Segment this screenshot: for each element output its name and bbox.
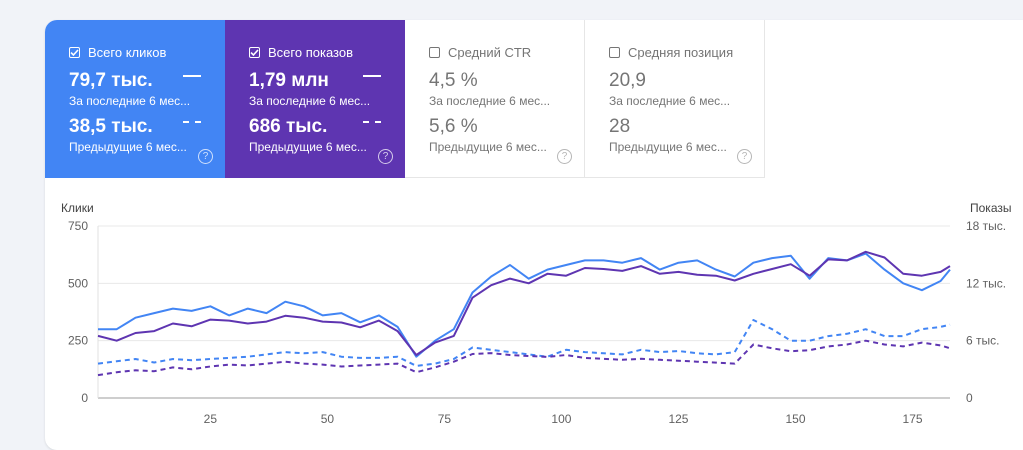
tile-total-impressions[interactable]: Всего показов 1,79 млн За последние 6 ме…	[225, 20, 405, 178]
previous-value: 686 тыс.	[249, 116, 328, 137]
help-icon[interactable]: ?	[198, 149, 213, 164]
previous-period: Предыдущие 6 мес...	[69, 140, 187, 154]
checkbox-position[interactable]	[609, 46, 620, 58]
help-icon[interactable]: ?	[378, 149, 393, 164]
dashed-legend-icon	[183, 121, 201, 123]
checkbox-ctr[interactable]	[429, 46, 440, 58]
dashed-legend-icon	[363, 121, 381, 123]
performance-card: Всего кликов 79,7 тыс. За последние 6 ме…	[45, 20, 1023, 450]
current-value: 20,9	[609, 70, 646, 91]
left-tick-label: 0	[81, 391, 88, 405]
current-value: 4,5 %	[429, 70, 478, 91]
series-line-0	[98, 252, 951, 358]
current-value: 1,79 млн	[249, 70, 329, 91]
tile-label: Всего кликов	[88, 44, 167, 60]
solid-legend-icon	[183, 75, 201, 77]
check-icon	[70, 48, 79, 56]
help-icon[interactable]: ?	[737, 149, 752, 164]
left-axis-title: Клики	[61, 201, 94, 215]
series-line-2	[97, 319, 951, 367]
right-tick-label: 6 тыс.	[966, 334, 999, 348]
series-line-1	[97, 250, 951, 356]
left-tick-label: 750	[68, 219, 88, 233]
previous-period: Предыдущие 6 мес...	[429, 140, 547, 154]
tile-label: Средняя позиция	[628, 44, 734, 60]
right-tick-label: 12 тыс.	[966, 276, 1006, 290]
right-tick-label: 18 тыс.	[966, 219, 1006, 233]
checkbox-impressions[interactable]	[249, 46, 260, 58]
current-value: 79,7 тыс.	[69, 70, 153, 91]
x-tick-label: 125	[668, 412, 688, 426]
left-tick-label: 250	[68, 334, 88, 348]
x-tick-label: 150	[786, 412, 806, 426]
current-period: За последние 6 мес...	[609, 94, 731, 108]
check-icon	[250, 48, 259, 56]
tile-average-ctr[interactable]: Средний CTR 4,5 % За последние 6 мес... …	[405, 20, 585, 178]
tile-total-clicks[interactable]: Всего кликов 79,7 тыс. За последние 6 ме…	[45, 20, 225, 178]
previous-value: 5,6 %	[429, 116, 478, 137]
x-tick-label: 25	[204, 412, 218, 426]
x-tick-label: 175	[903, 412, 923, 426]
previous-value: 28	[609, 116, 631, 137]
metric-tiles: Всего кликов 79,7 тыс. За последние 6 ме…	[45, 20, 765, 178]
left-tick-label: 500	[68, 276, 88, 290]
tile-label: Всего показов	[268, 44, 353, 60]
solid-legend-icon	[363, 75, 381, 77]
series-line-3	[97, 339, 951, 377]
previous-period: Предыдущие 6 мес...	[609, 140, 727, 154]
current-period: За последние 6 мес...	[429, 94, 551, 108]
x-tick-label: 50	[321, 412, 335, 426]
current-period: За последние 6 мес...	[249, 94, 371, 108]
right-axis-title: Показы	[970, 201, 1011, 215]
x-tick-label: 75	[438, 412, 452, 426]
right-tick-label: 0	[966, 391, 973, 405]
tile-average-position[interactable]: Средняя позиция 20,9 За последние 6 мес.…	[585, 20, 765, 178]
tile-label: Средний CTR	[448, 44, 532, 60]
help-icon[interactable]: ?	[557, 149, 572, 164]
previous-period: Предыдущие 6 мес...	[249, 140, 367, 154]
x-tick-label: 100	[551, 412, 571, 426]
previous-value: 38,5 тыс.	[69, 116, 153, 137]
checkbox-clicks[interactable]	[69, 46, 80, 58]
current-period: За последние 6 мес...	[69, 94, 191, 108]
